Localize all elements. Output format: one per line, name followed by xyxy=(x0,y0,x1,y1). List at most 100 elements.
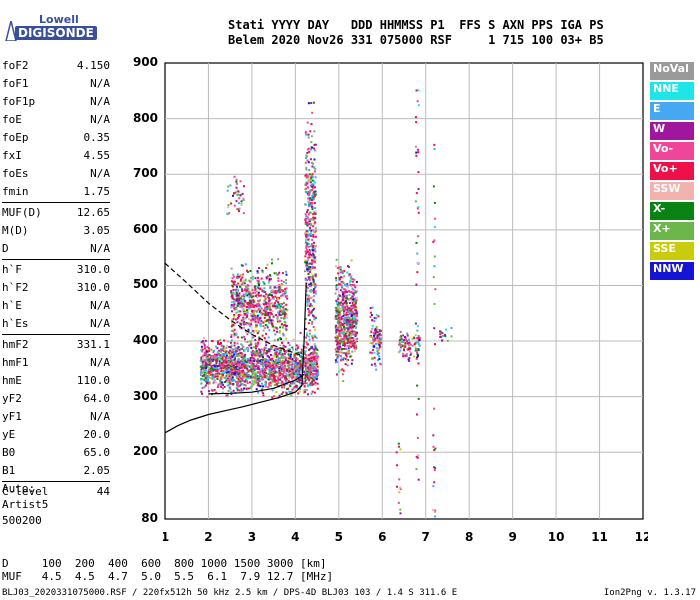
echo-dot xyxy=(310,392,313,395)
echo-dot xyxy=(233,307,236,310)
echo-dot xyxy=(355,290,358,293)
echo-dot xyxy=(309,233,312,236)
echo-dot xyxy=(343,343,346,345)
echo-dot xyxy=(248,306,251,309)
echo-dot xyxy=(316,387,319,390)
echo-dot xyxy=(313,366,316,369)
echo-dot xyxy=(269,293,272,296)
echo-dot xyxy=(246,333,249,336)
echo-dot xyxy=(233,341,236,344)
echo-dot xyxy=(213,353,216,356)
echo-dot xyxy=(312,101,315,104)
echo-dot xyxy=(216,378,219,380)
echo-dot xyxy=(313,266,316,269)
echo-dot xyxy=(351,323,354,326)
echo-dot xyxy=(308,289,311,292)
echo-dot xyxy=(299,331,302,334)
echo-dot xyxy=(231,294,234,297)
echo-dot xyxy=(312,351,315,354)
param-key: h`Es xyxy=(2,317,29,330)
echo-dot xyxy=(313,147,315,150)
echo-dot xyxy=(215,345,218,348)
echo-dot xyxy=(308,203,311,206)
echo-dot xyxy=(230,318,233,321)
echo-dot xyxy=(417,188,420,191)
echo-dot xyxy=(242,356,245,359)
echo-dot xyxy=(200,367,203,370)
echo-dot xyxy=(256,271,259,274)
echo-dot xyxy=(236,208,239,211)
echo-dot xyxy=(266,324,269,327)
echo-dot xyxy=(312,259,315,262)
echo-dot xyxy=(335,327,338,329)
echo-dot xyxy=(223,349,226,352)
echo-dot xyxy=(297,345,300,348)
echo-dot xyxy=(306,261,308,264)
echo-dot xyxy=(237,315,240,318)
echo-dot xyxy=(215,353,218,356)
echo-dot xyxy=(339,329,342,332)
echo-dot xyxy=(246,368,249,371)
echo-dot xyxy=(261,288,264,291)
echo-dot xyxy=(282,312,285,315)
echo-dot xyxy=(307,354,310,357)
echo-dot xyxy=(312,348,315,351)
echo-dot xyxy=(313,217,316,220)
echo-dot xyxy=(314,245,317,248)
echo-dot xyxy=(214,375,217,378)
echo-dot xyxy=(263,287,266,290)
echo-dot xyxy=(274,292,277,295)
echo-dot xyxy=(304,269,307,272)
echo-dot xyxy=(233,366,235,369)
echo-dot xyxy=(434,343,436,346)
echo-dot xyxy=(293,382,296,385)
echo-dot xyxy=(281,289,284,291)
echo-dot xyxy=(310,135,313,138)
echo-dot xyxy=(220,369,223,372)
echo-dot xyxy=(415,348,418,350)
echo-dot xyxy=(274,347,277,350)
echo-dot xyxy=(351,330,354,333)
echo-dot xyxy=(354,286,357,289)
echo-dot xyxy=(344,352,347,355)
echo-dot xyxy=(434,288,437,291)
echo-dot xyxy=(350,275,353,278)
echo-dot xyxy=(415,121,418,124)
x-tick-label: 7 xyxy=(422,530,430,544)
echo-dot xyxy=(409,347,412,350)
echo-dot xyxy=(349,343,352,346)
echo-dot xyxy=(279,305,282,308)
echo-dot xyxy=(244,317,247,320)
echo-dot xyxy=(308,298,311,301)
echo-dot xyxy=(268,279,271,282)
y-tick-label: 80 xyxy=(141,511,158,525)
echo-dot xyxy=(263,374,266,377)
echo-dot xyxy=(304,373,307,376)
echo-dot xyxy=(295,386,298,389)
echo-dot xyxy=(308,362,311,364)
echo-dot xyxy=(252,380,254,383)
echo-dot xyxy=(229,365,232,368)
echo-dot xyxy=(282,334,285,337)
echo-dot xyxy=(314,275,317,278)
echo-dot xyxy=(240,388,243,391)
echo-dot xyxy=(346,271,349,274)
echo-dot xyxy=(348,294,351,296)
echo-dot xyxy=(225,360,228,363)
echo-dot xyxy=(306,370,309,373)
echo-dot xyxy=(249,270,252,272)
echo-dot xyxy=(232,330,235,333)
echo-dot xyxy=(208,373,211,376)
echo-dot xyxy=(291,388,294,391)
echo-dot xyxy=(258,361,261,364)
echo-dot xyxy=(243,350,246,353)
echo-dot xyxy=(372,331,375,334)
echo-dot xyxy=(303,378,305,381)
echo-dot xyxy=(276,320,279,323)
echo-dot xyxy=(224,356,227,359)
echo-dot xyxy=(228,340,231,343)
distance-row: D 100 200 400 600 800 1000 1500 3000 [km… xyxy=(2,557,327,570)
echo-dot xyxy=(254,288,257,290)
echo-dot xyxy=(254,318,257,321)
echo-dot xyxy=(341,373,344,376)
